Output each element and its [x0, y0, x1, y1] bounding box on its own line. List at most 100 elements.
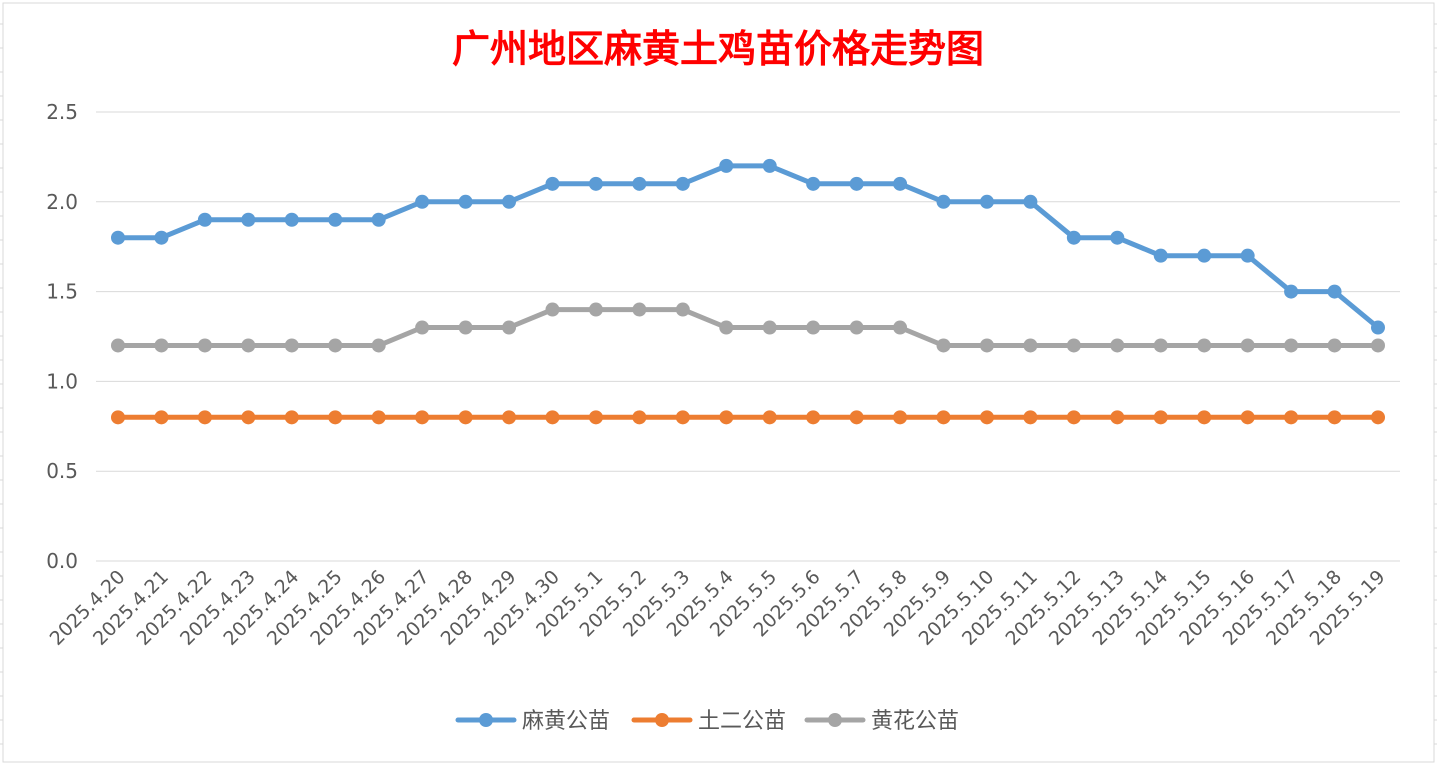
data-point [284, 410, 299, 425]
data-point [197, 212, 212, 227]
data-point [893, 320, 908, 335]
data-point [762, 320, 777, 335]
data-point [719, 158, 734, 173]
data-point [328, 410, 343, 425]
data-point [1023, 410, 1038, 425]
data-point [502, 410, 517, 425]
series-2 [111, 302, 1385, 353]
data-point [502, 194, 517, 209]
data-point [1066, 338, 1081, 353]
data-point [545, 410, 560, 425]
data-point [849, 176, 864, 191]
data-point [1066, 230, 1081, 245]
y-tick-label: 1.5 [46, 280, 78, 304]
data-point [284, 212, 299, 227]
series-0 [111, 158, 1385, 335]
data-point [1240, 338, 1255, 353]
data-point [1023, 194, 1038, 209]
data-point [1327, 410, 1342, 425]
legend-label: 土二公苗 [698, 709, 786, 734]
data-point [675, 176, 690, 191]
data-point [1110, 338, 1125, 353]
data-point [197, 338, 212, 353]
data-point [979, 194, 994, 209]
data-point [111, 410, 125, 425]
y-tick-label: 0.5 [46, 459, 78, 483]
data-point [284, 338, 299, 353]
data-point [719, 410, 734, 425]
legend-swatch-marker [655, 713, 669, 727]
data-point [1371, 320, 1385, 335]
data-point [371, 212, 386, 227]
data-point [893, 410, 908, 425]
data-point [111, 338, 125, 353]
y-tick-label: 2.5 [46, 100, 78, 124]
data-point [762, 158, 777, 173]
data-point [719, 320, 734, 335]
data-point [458, 320, 473, 335]
data-point [936, 338, 951, 353]
legend-swatch-marker [479, 713, 493, 727]
legend-label: 黄花公苗 [871, 709, 959, 734]
data-point [154, 410, 169, 425]
chart-title: 广州地区麻黄土鸡苗价格走势图 [452, 26, 984, 71]
data-point [675, 410, 690, 425]
data-point [1153, 338, 1168, 353]
data-point [806, 176, 821, 191]
data-point [1066, 410, 1081, 425]
legend-item: 黄花公苗 [804, 709, 959, 734]
data-point [241, 338, 256, 353]
data-point [1284, 410, 1299, 425]
data-point [806, 410, 821, 425]
data-point [1197, 410, 1212, 425]
legend-label: 麻黄公苗 [522, 709, 610, 734]
series-1 [111, 410, 1385, 425]
data-point [545, 302, 560, 317]
data-point [632, 302, 647, 317]
data-point [979, 410, 994, 425]
data-point [979, 338, 994, 353]
data-point [588, 176, 603, 191]
data-point [762, 410, 777, 425]
data-point [632, 176, 647, 191]
data-point [1153, 248, 1168, 263]
data-point [1371, 410, 1385, 425]
legend-item: 土二公苗 [631, 709, 786, 734]
data-point [1023, 338, 1038, 353]
data-point [849, 410, 864, 425]
data-point [588, 302, 603, 317]
data-point [1197, 338, 1212, 353]
series-layer [111, 158, 1385, 425]
data-point [371, 338, 386, 353]
plot-gridlines [96, 111, 1400, 562]
data-point [1284, 338, 1299, 353]
data-point [458, 194, 473, 209]
data-point [936, 410, 951, 425]
data-point [1110, 410, 1125, 425]
data-point [241, 212, 256, 227]
data-point [328, 338, 343, 353]
y-tick-label: 1.0 [46, 369, 78, 393]
data-point [849, 320, 864, 335]
legend-swatch-marker [828, 713, 842, 727]
data-point [936, 194, 951, 209]
data-point [328, 212, 343, 227]
data-point [371, 410, 386, 425]
data-point [588, 410, 603, 425]
data-point [154, 230, 169, 245]
data-point [545, 176, 560, 191]
data-point [806, 320, 821, 335]
data-point [154, 338, 169, 353]
y-tick-label: 2.0 [46, 190, 78, 214]
data-point [458, 410, 473, 425]
data-point [1240, 248, 1255, 263]
y-tick-label: 0.0 [46, 549, 78, 573]
data-point [415, 410, 430, 425]
data-point [1110, 230, 1125, 245]
data-point [415, 194, 430, 209]
series-line [115, 307, 1381, 348]
data-point [1153, 410, 1168, 425]
data-point [893, 176, 908, 191]
